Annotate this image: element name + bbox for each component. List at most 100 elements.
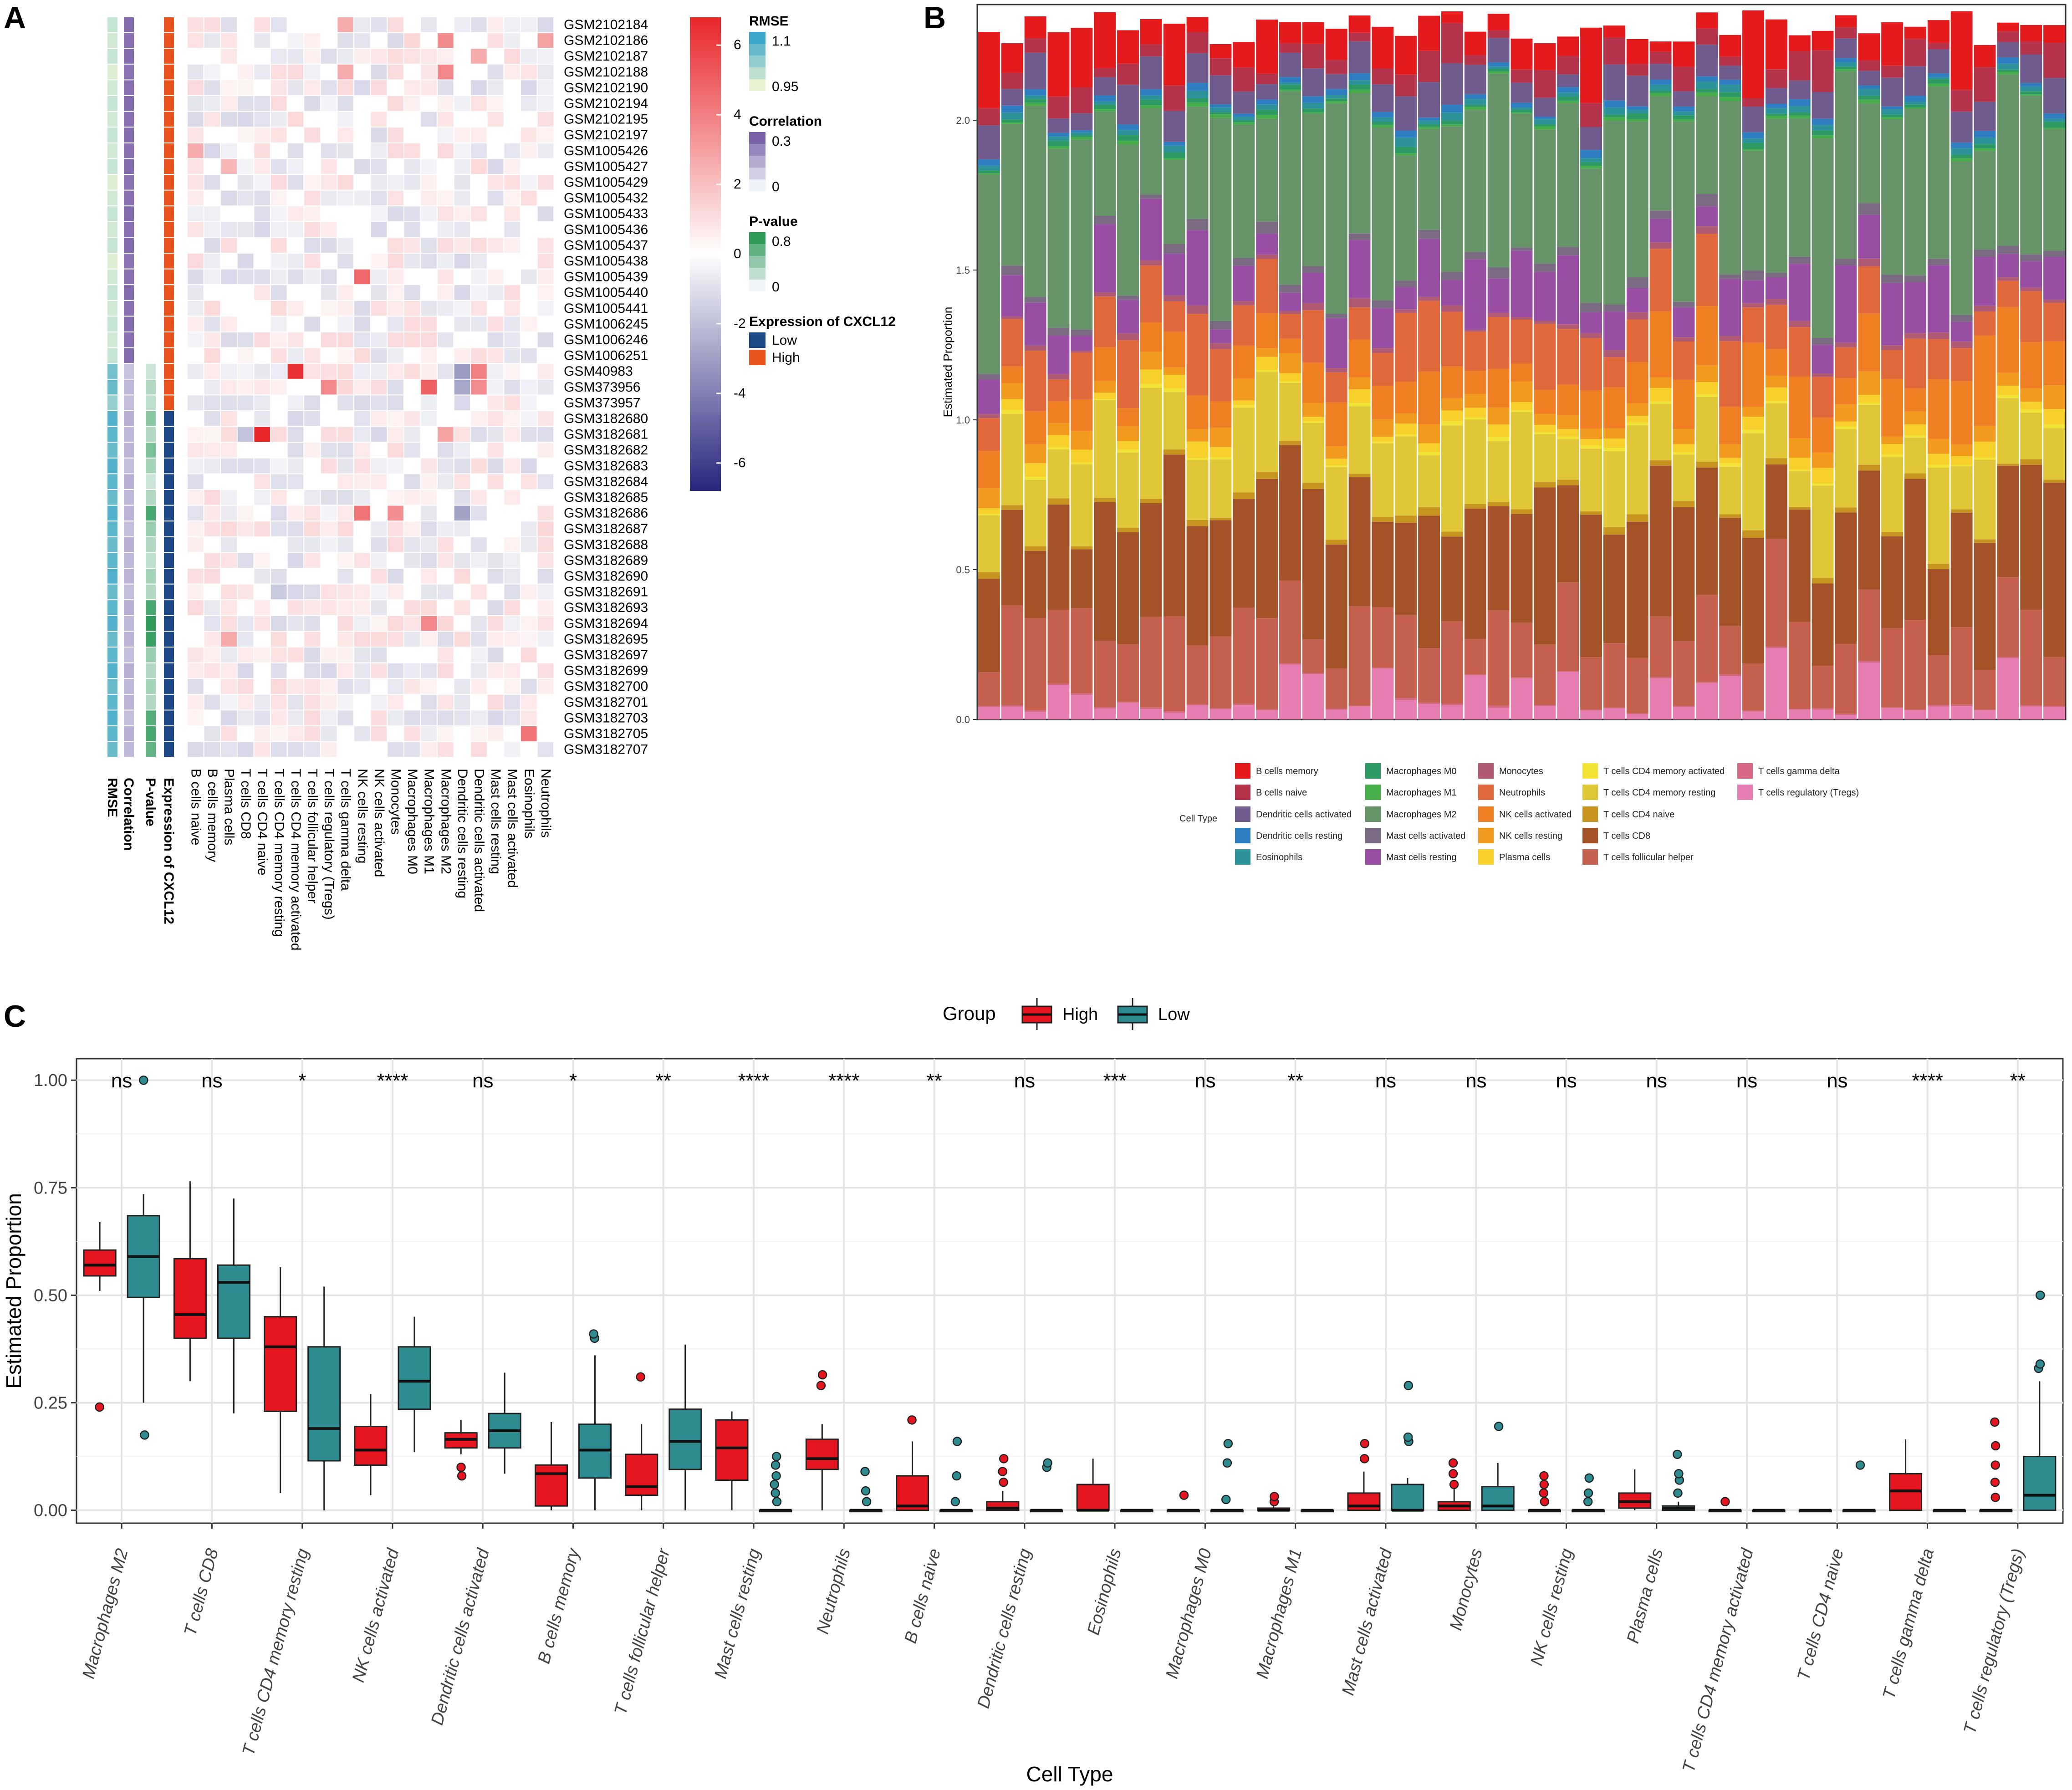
heatmap-cell: [521, 443, 537, 458]
heatmap-cell: [471, 364, 487, 379]
stacked-segment: [1094, 347, 1116, 381]
stacked-segment: [1372, 353, 1394, 386]
box: [1347, 1492, 1381, 1511]
heatmap-cell: [421, 427, 437, 442]
heatmap-cell: [321, 112, 337, 127]
heatmap-cell: [271, 537, 287, 552]
stacked-segment: [1557, 329, 1579, 385]
stacked-segment: [1071, 28, 1093, 87]
stacked-segment: [1395, 515, 1417, 523]
heatmap-cell: [271, 474, 287, 489]
heatmap-cell: [471, 316, 487, 331]
stacked-segment: [1858, 403, 1880, 405]
outlier-point: [1360, 1454, 1369, 1464]
pvalue-cell: [146, 395, 156, 410]
stacked-segment: [1001, 119, 1023, 122]
stacked-segment: [1974, 45, 1996, 67]
heatmap-cell: [388, 742, 403, 757]
stacked-segment: [1024, 95, 1046, 99]
x-tick-label: NK cells activated: [349, 1546, 403, 1684]
stacked-segment: [1348, 93, 1371, 234]
heatmap-cell: [421, 269, 437, 285]
stacked-segment: [1302, 266, 1324, 273]
heatmap-cell: [537, 64, 554, 80]
heatmap-cell: [471, 348, 487, 363]
heatmap-cell: [487, 348, 504, 363]
stacked-segment: [1372, 521, 1394, 607]
stacked-segment: [1163, 713, 1185, 719]
heatmap-cell: [254, 616, 270, 631]
rmse-cell: [107, 301, 117, 316]
stacked-segment: [1858, 258, 1880, 266]
heatmap-cell: [371, 395, 387, 410]
stacked-segment: [1580, 657, 1602, 710]
correlation-cell: [124, 569, 134, 584]
stacked-segment: [1904, 479, 1926, 620]
stacked-segment: [1580, 166, 1602, 168]
heatmap-cell: [371, 316, 387, 331]
stacked-segment: [2020, 409, 2042, 413]
correlation-cell: [124, 17, 134, 32]
y-axis-title: Estimated Proportion: [2, 1193, 26, 1389]
stacked-segment: [978, 374, 1000, 380]
celltype-legend-label: Macrophages M0: [1386, 766, 1457, 776]
celltype-legend-label: Neutrophils: [1499, 788, 1545, 798]
heatmap-cell: [537, 316, 554, 331]
stacked-segment: [1302, 673, 1324, 674]
stacked-segment: [1858, 103, 1880, 204]
heatmap-cell: [254, 663, 270, 678]
stacked-segment: [1765, 401, 1787, 403]
celltype-legend-swatch: [1737, 763, 1753, 779]
stacked-segment: [1950, 512, 1973, 627]
stacked-segment: [1557, 384, 1579, 416]
celltype-legend-label: NK cells activated: [1499, 810, 1572, 820]
outlier-point: [139, 1075, 148, 1085]
stacked-segment: [1140, 369, 1162, 384]
stacked-segment: [1094, 393, 1116, 399]
x-tick-label: Macrophages M1: [1253, 1546, 1306, 1680]
celltype-legend-label: T cells regulatory (Tregs): [1758, 788, 1859, 798]
significance-label: ns: [1646, 1070, 1667, 1092]
heatmap-cell: [438, 285, 454, 300]
stacked-segment: [1858, 663, 1880, 719]
heatmap-cell: [504, 632, 520, 647]
stacked-segment: [1626, 64, 1648, 76]
heatmap-cell: [271, 726, 287, 741]
celltype-legend-label: Dendritic cells resting: [1256, 831, 1342, 841]
heatmap-cell: [237, 159, 254, 174]
outlier-point: [1403, 1381, 1414, 1391]
stacked-segment: [1974, 542, 1996, 670]
heatmap-cell: [487, 443, 504, 458]
stacked-segment: [978, 572, 1000, 579]
heatmap-cell: [404, 285, 420, 300]
outlier-point: [1990, 1478, 2000, 1487]
stacked-segment: [1511, 320, 1533, 364]
outlier-point: [1674, 1469, 1684, 1479]
heatmap-cell: [188, 379, 204, 395]
stacked-segment: [1742, 342, 1764, 407]
heatmap-cell: [237, 632, 254, 647]
correlation-legend-high: 0.3: [772, 134, 791, 149]
stacked-segment: [978, 579, 1000, 673]
heatmap-cell: [404, 584, 420, 600]
heatmap-cell: [421, 616, 437, 631]
heatmap-cell: [388, 648, 403, 663]
heatmap-cell: [521, 379, 537, 395]
heatmap-cell: [321, 364, 337, 379]
stacked-segment: [1210, 112, 1232, 115]
heatmap-cell: [271, 632, 287, 647]
stacked-segment: [1186, 17, 1209, 32]
stacked-segment: [1626, 362, 1648, 404]
heatmap-cell: [304, 80, 320, 95]
heatmap-cell: [188, 458, 204, 474]
stacked-segment: [1534, 424, 1556, 433]
heatmap-cell: [404, 490, 420, 505]
stacked-segment: [1325, 402, 1347, 446]
rmse-cell: [107, 443, 117, 458]
box: [83, 1249, 117, 1277]
outlier-point: [771, 1460, 781, 1470]
sample-label: GSM2102194: [564, 96, 648, 111]
stacked-segment: [1812, 708, 1834, 710]
heatmap-cell: [337, 663, 353, 678]
stacked-segment: [1788, 458, 1811, 470]
